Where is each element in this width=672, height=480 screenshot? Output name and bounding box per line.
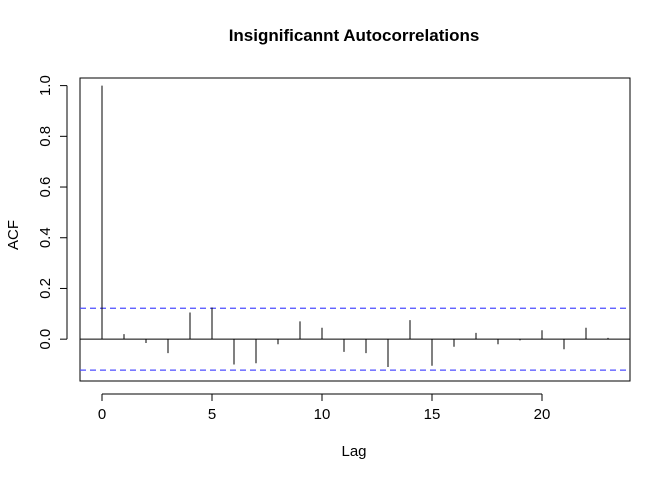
y-tick-label-0.2: 0.2	[37, 278, 54, 299]
y-tick-label-0.6: 0.6	[37, 177, 54, 198]
y-axis-label: ACF	[5, 220, 22, 250]
y-tick-label-1.0: 1.0	[37, 75, 54, 96]
x-tick-label-15: 15	[424, 406, 441, 423]
x-axis-label: Lag	[341, 443, 366, 460]
y-tick-label-0.0: 0.0	[37, 329, 54, 350]
x-tick-label-5: 5	[208, 406, 216, 423]
y-tick-label-0.4: 0.4	[37, 227, 54, 248]
chart-title: Insignificannt Autocorrelations	[229, 26, 480, 45]
plot-frame	[79, 77, 631, 382]
x-tick-label-0: 0	[98, 406, 106, 423]
chart-marks: 0 5 10 15 20 0.0 0.2 0.4 0.6 0.8 1.0	[37, 75, 630, 423]
x-tick-label-20: 20	[534, 406, 551, 423]
y-tick-label-0.8: 0.8	[37, 126, 54, 147]
x-tick-label-10: 10	[314, 406, 331, 423]
